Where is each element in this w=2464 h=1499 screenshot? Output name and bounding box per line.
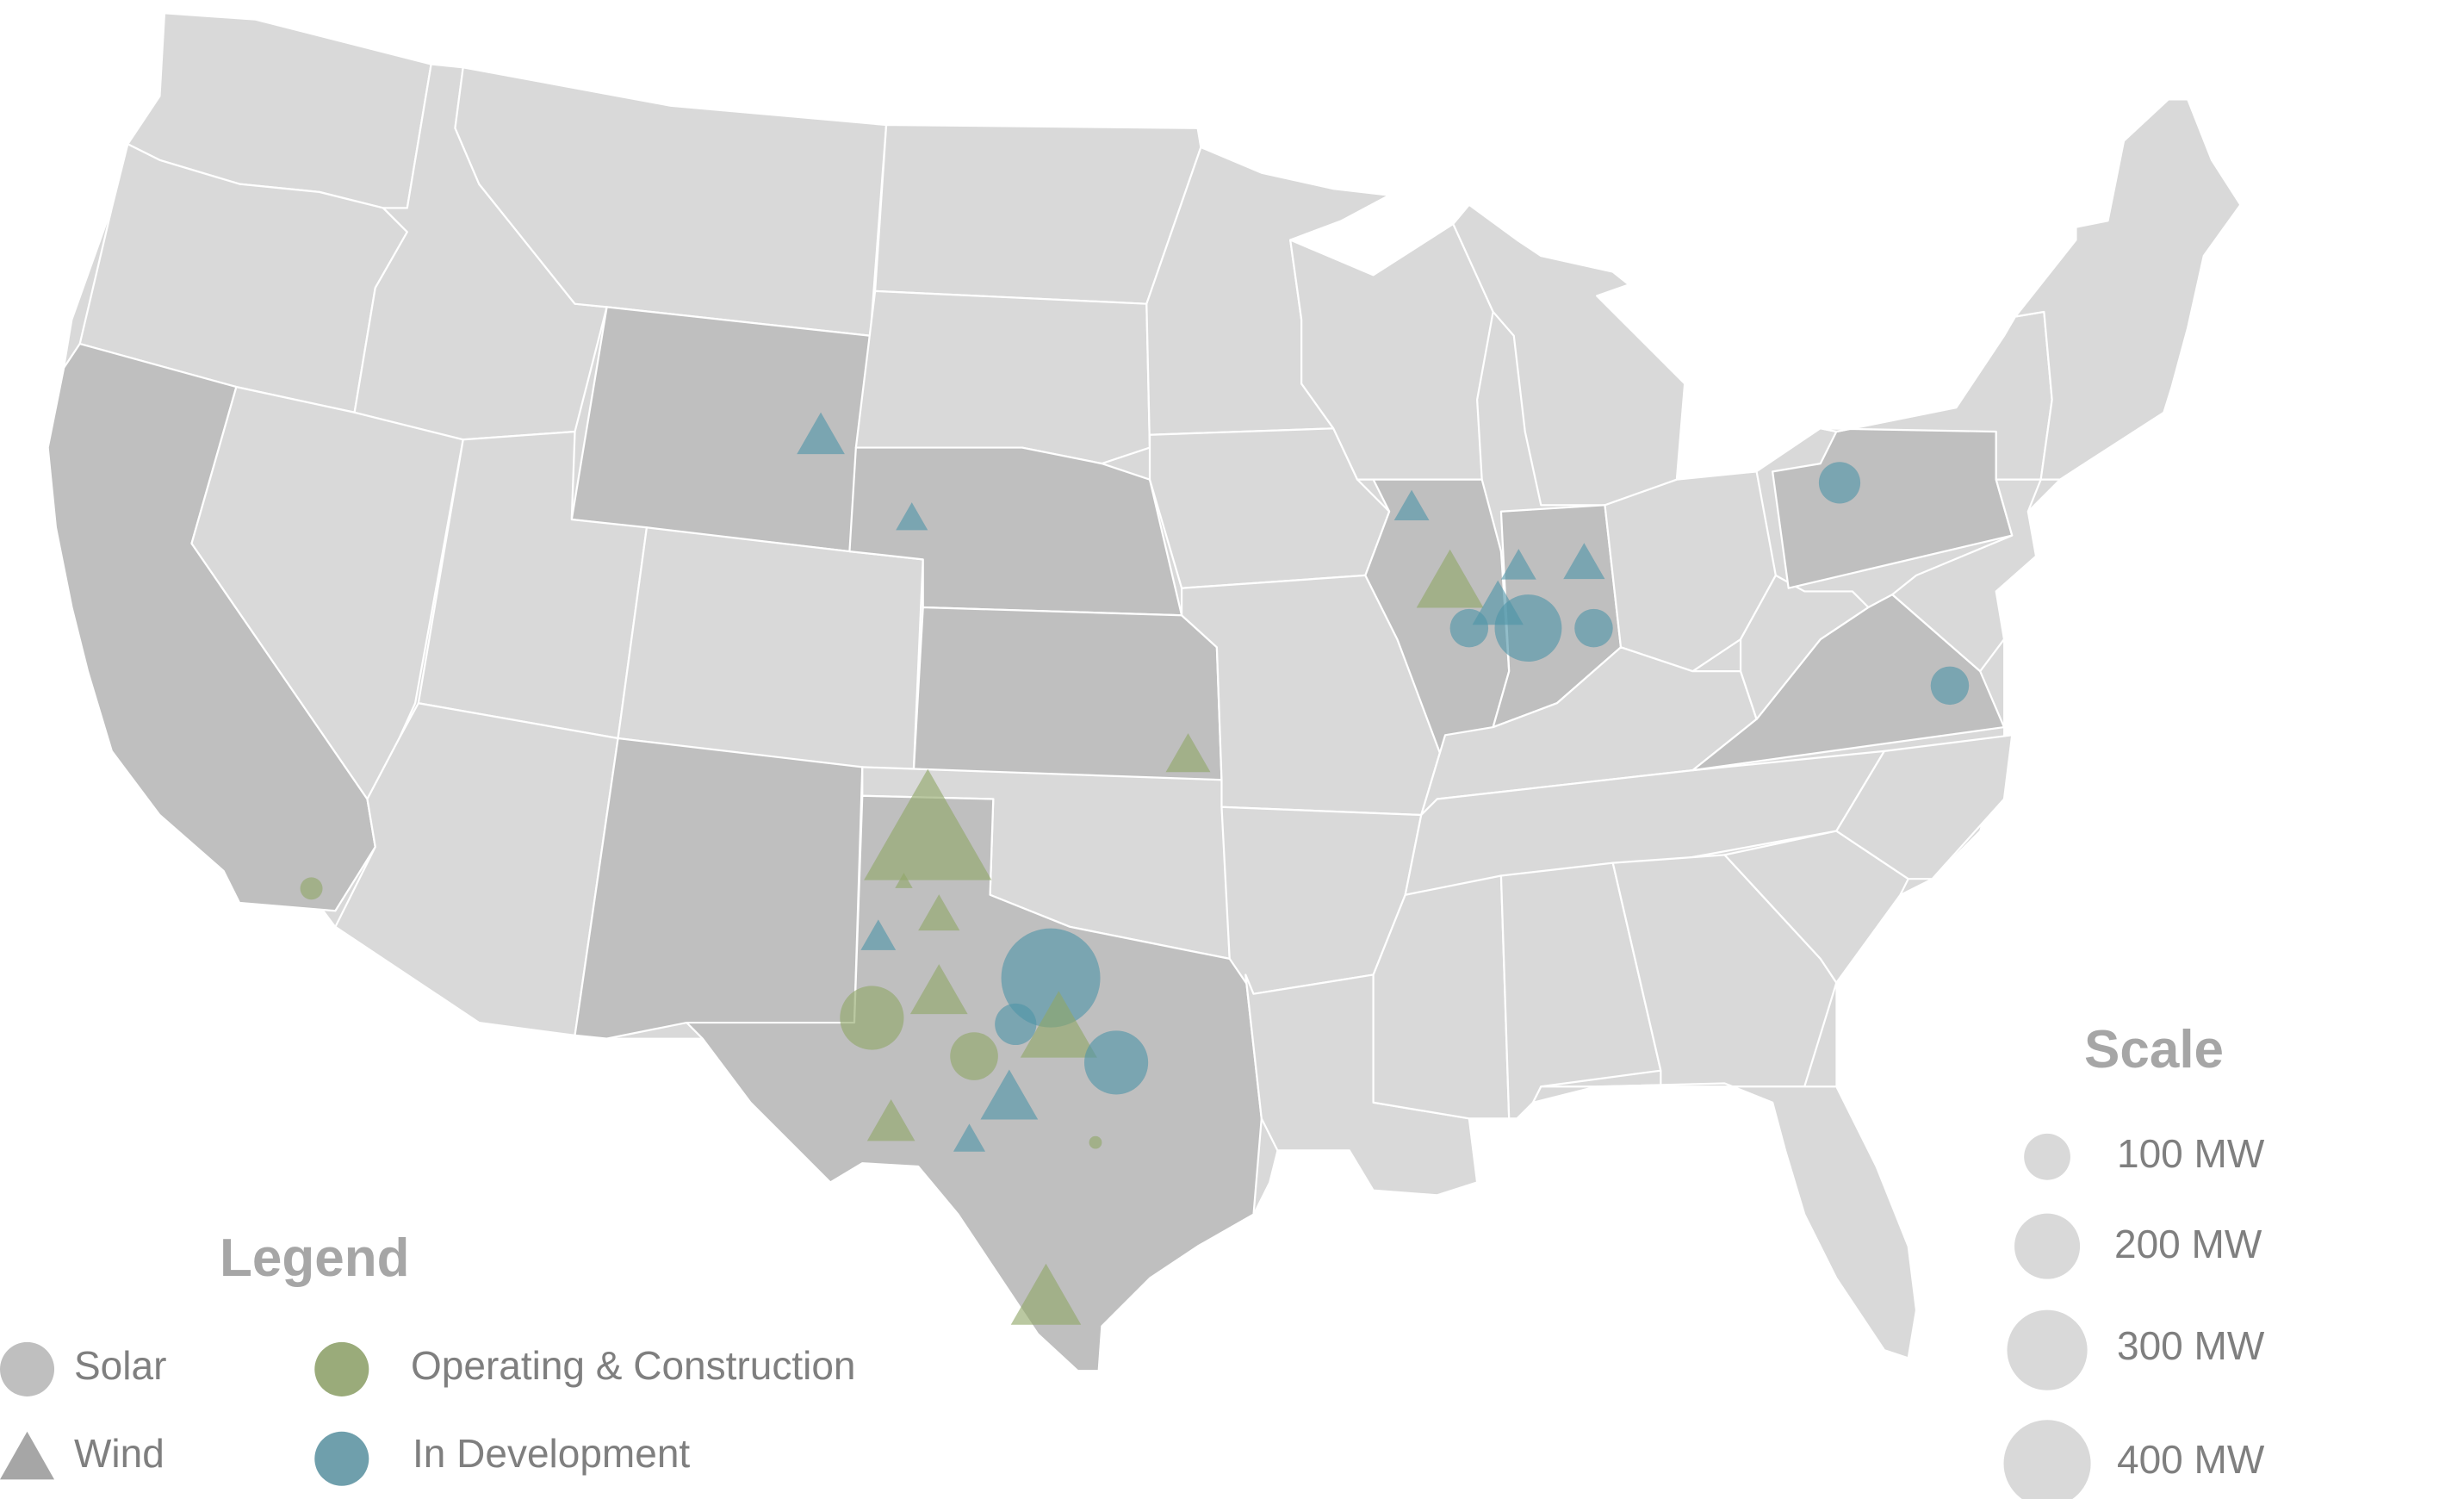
legend-label-solar: Solar bbox=[74, 1343, 167, 1388]
state-nevada bbox=[190, 385, 464, 800]
state-west-virginia bbox=[1739, 574, 1870, 720]
scale-label-400: 400 MW bbox=[2117, 1437, 2265, 1482]
project-markers bbox=[300, 412, 1970, 1325]
legend-item-development: In Development bbox=[413, 1430, 690, 1477]
scale-circle-200-mw bbox=[2014, 1213, 2081, 1279]
state-north-dakota bbox=[873, 123, 1202, 305]
marker-wind-development-texas-17 bbox=[953, 1123, 986, 1152]
marker-wind-development-texas-7 bbox=[860, 919, 897, 950]
state-texas bbox=[686, 794, 1263, 1372]
marker-wind-operating-illinois-21 bbox=[1416, 549, 1484, 608]
state-colorado bbox=[617, 526, 924, 776]
legend-item-solar: Solar bbox=[74, 1342, 166, 1389]
marker-solar-development-texas-10 bbox=[1001, 928, 1101, 1028]
scale-label-100: 100 MW bbox=[2117, 1131, 2265, 1176]
marker-wind-operating-texas-19 bbox=[1010, 1263, 1082, 1325]
legend-label-wind: Wind bbox=[74, 1431, 164, 1476]
state-new-mexico bbox=[574, 737, 864, 1040]
marker-wind-development-nebraska-1 bbox=[896, 502, 928, 531]
state-south-dakota bbox=[854, 289, 1151, 465]
scale-circle-100-mw bbox=[2024, 1133, 2070, 1180]
marker-wind-development-indiana-23 bbox=[1563, 543, 1605, 580]
state-north-carolina bbox=[1835, 734, 2014, 880]
marker-solar-development-indiana-26 bbox=[1494, 594, 1562, 662]
state-mid-atlantic bbox=[1891, 478, 2042, 673]
marker-solar-development-indiana-27 bbox=[1574, 608, 1613, 648]
marker-solar-operating-texas-18 bbox=[1089, 1135, 1102, 1149]
marker-solar-development-texas-14 bbox=[1083, 1030, 1149, 1095]
marker-wind-operating-texas-6 bbox=[918, 894, 960, 931]
scale-glyphs bbox=[2003, 1133, 2091, 1499]
legend-label-development: In Development bbox=[413, 1431, 691, 1476]
legend-circle-operating-construction-icon bbox=[314, 1341, 369, 1396]
marker-wind-operating-texas-12 bbox=[1020, 991, 1097, 1058]
state-montana bbox=[454, 66, 888, 337]
marker-wind-development-indiana-22 bbox=[1500, 549, 1536, 580]
legend-triangle-wind-icon bbox=[0, 1431, 55, 1480]
marker-wind-operating-new-mexico-4 bbox=[864, 768, 992, 880]
scale-label-200: 200 MW bbox=[2114, 1222, 2262, 1266]
scale-circle-400-mw bbox=[2003, 1420, 2091, 1499]
marker-wind-operating-texas-16 bbox=[866, 1098, 915, 1141]
legend-item-wind: Wind bbox=[74, 1430, 164, 1477]
marker-solar-development-pennsylvania-28 bbox=[1818, 462, 1861, 504]
marker-solar-development-virginia-29 bbox=[1930, 666, 1970, 706]
marker-solar-development-texas-11 bbox=[995, 1003, 1037, 1046]
marker-wind-development-texas-15 bbox=[980, 1069, 1039, 1120]
state-new-england bbox=[2014, 98, 2242, 481]
scale-label-300: 300 MW bbox=[2117, 1323, 2265, 1368]
marker-wind-operating-new-mexico-5 bbox=[895, 873, 913, 888]
legend-item-operating: Operating & Construction bbox=[411, 1342, 856, 1389]
legend-title: Legend bbox=[220, 1228, 410, 1288]
legend-circle-solar-icon bbox=[0, 1341, 55, 1396]
state-florida bbox=[1531, 1082, 1918, 1359]
legend-circle-in-development-icon bbox=[314, 1431, 369, 1486]
marker-wind-development-illinois-20 bbox=[1393, 489, 1430, 521]
marker-wind-operating-kansas-2 bbox=[1165, 733, 1211, 773]
legend-label-operating: Operating & Construction bbox=[411, 1343, 856, 1388]
marker-solar-operating-texas-9 bbox=[840, 986, 904, 1050]
marker-solar-operating-california-3 bbox=[300, 877, 323, 900]
state-shapes bbox=[47, 12, 2242, 1372]
marker-wind-operating-texas-8 bbox=[909, 964, 968, 1015]
scale-title: Scale bbox=[2084, 1020, 2225, 1079]
marker-solar-development-illinois-25 bbox=[1449, 608, 1489, 648]
scale-circle-300-mw bbox=[2007, 1309, 2088, 1390]
marker-wind-development-wyoming-0 bbox=[797, 412, 845, 455]
legend-glyphs bbox=[0, 1341, 369, 1486]
marker-solar-operating-texas-13 bbox=[950, 1032, 998, 1080]
state-kansas bbox=[912, 606, 1223, 781]
